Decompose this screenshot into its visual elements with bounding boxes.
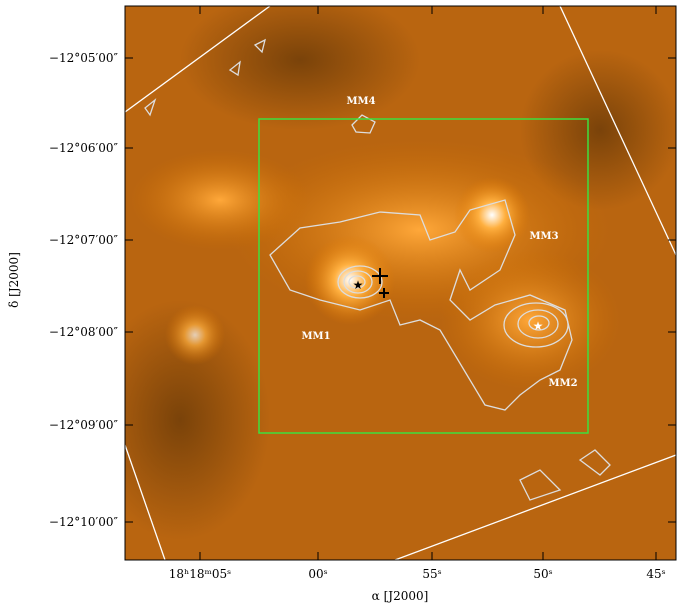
field-box xyxy=(258,118,589,434)
y-tick-label: −12°05′00″ xyxy=(49,51,119,65)
x-axis-label: α [J2000] xyxy=(372,589,429,603)
image: ★ ★ MM4 MM3 MM1 MM2 xyxy=(125,6,676,560)
x-tick-label: 00ˢ xyxy=(308,567,327,581)
y-tick-label: −12°10′00″ xyxy=(49,515,119,529)
contours xyxy=(144,38,611,501)
x-tick-label: 18ʰ18ᵐ05ˢ xyxy=(169,567,231,581)
y-tick-label: −12°09′00″ xyxy=(49,418,119,432)
source-label: MM2 xyxy=(548,378,577,389)
star-mm2: ★ xyxy=(533,319,544,333)
source-label: MM1 xyxy=(301,331,330,342)
source-label: MM4 xyxy=(346,96,375,107)
y-tick-label: −12°08′00″ xyxy=(49,325,119,339)
source-label: MM3 xyxy=(529,231,558,242)
x-tick-label: 45ˢ xyxy=(646,567,665,581)
y-tick-label: −12°07′00″ xyxy=(49,233,119,247)
y-axis-label: δ [J2000] xyxy=(7,252,21,308)
field-edges xyxy=(125,6,676,560)
x-tick-label: 50ˢ xyxy=(533,567,552,581)
frame xyxy=(124,5,677,561)
star-mm1: ★ xyxy=(353,278,364,292)
y-tick-label: −12°06′00″ xyxy=(49,141,119,155)
x-tick-label: 55ˢ xyxy=(422,567,441,581)
plus-markers xyxy=(372,268,389,298)
